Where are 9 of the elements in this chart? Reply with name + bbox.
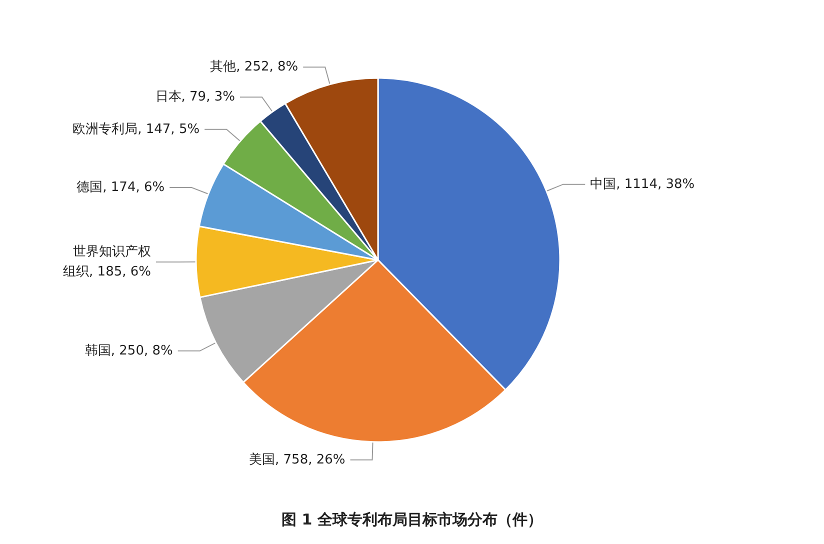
text: 图 1 全球专利布局目标市场分布（件） bbox=[282, 510, 542, 528]
slice-label: 其他, 252, 8% bbox=[210, 60, 298, 75]
slice-label: 韩国, 250, 8% bbox=[84, 343, 173, 358]
slice-label: 中国, 1114, 38% bbox=[590, 176, 695, 192]
slice-label: 德国, 174, 6% bbox=[76, 180, 165, 195]
slice-label: 世界知识产权组织, 185, 6% bbox=[63, 244, 152, 280]
slice-label: 日本, 79, 3% bbox=[155, 90, 235, 105]
slice-label: 欧洲专利局, 147, 5% bbox=[72, 122, 200, 137]
slice-label: 美国, 758, 26% bbox=[249, 451, 346, 468]
